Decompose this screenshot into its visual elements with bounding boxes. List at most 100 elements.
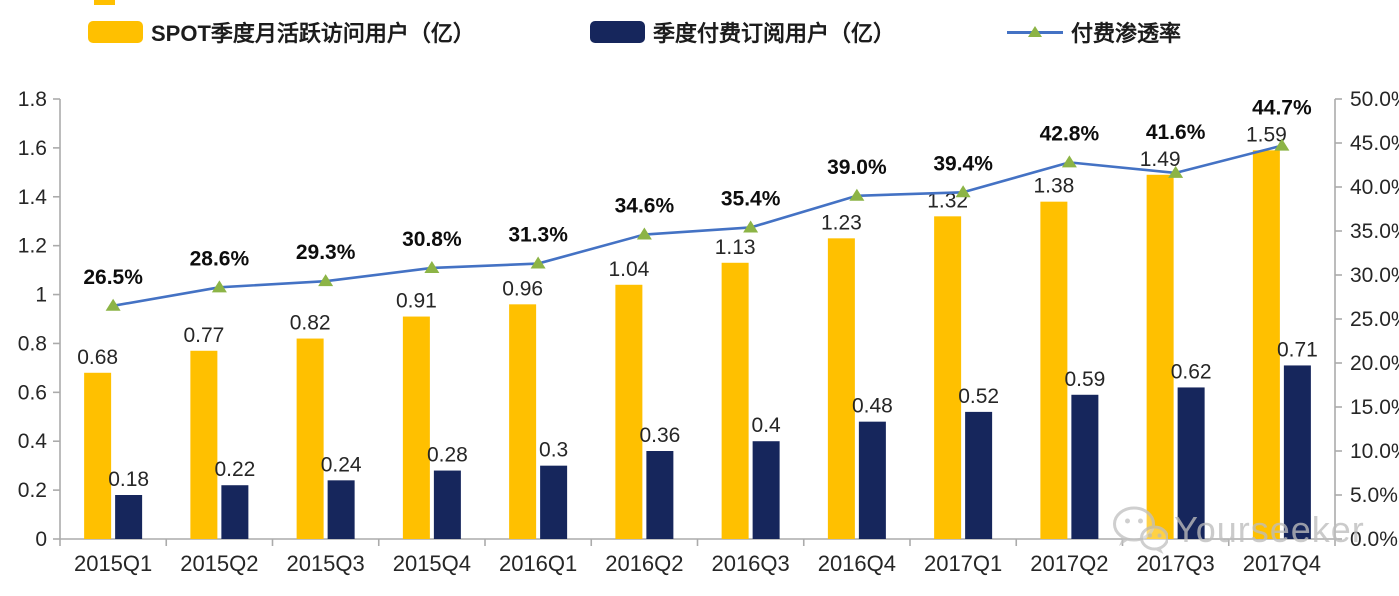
bar-label-mau-2017Q2: 1.38 <box>1033 175 1074 198</box>
bar-label-subscribers-2015Q4: 0.28 <box>427 444 468 467</box>
legend-label-subscribers: 季度付费订阅用户（亿） <box>653 21 896 46</box>
pct-label-2017Q4: 44.7% <box>1252 96 1312 119</box>
line-marker-2015Q1 <box>105 298 121 311</box>
legend-swatch-subscribers <box>590 21 645 43</box>
left-axis-tick-label: 0.2 <box>18 479 47 502</box>
bar-mau-2016Q3 <box>721 262 749 539</box>
bar-subscribers-2015Q4 <box>433 470 461 539</box>
bar-subscribers-2015Q1 <box>115 495 143 539</box>
bar-subscribers-2017Q3 <box>1177 387 1205 539</box>
legend-item-mau: SPOT季度月活跃访问用户（亿） <box>88 16 475 48</box>
x-axis-label-2016Q3: 2016Q3 <box>711 551 789 576</box>
line-marker-2017Q1 <box>955 185 971 198</box>
bar-mau-2016Q1 <box>509 304 537 539</box>
line-marker-2015Q2 <box>211 280 227 293</box>
line-marker-2017Q3 <box>1168 165 1184 178</box>
right-axis-tick-label: 5.0% <box>1350 484 1398 507</box>
left-axis-tick-label: 1 <box>35 284 47 307</box>
right-axis-tick-label: 15.0% <box>1350 396 1399 419</box>
line-marker-2016Q4 <box>849 188 865 201</box>
bar-label-subscribers-2017Q3: 0.62 <box>1171 360 1212 383</box>
left-axis-tick-label: 0.8 <box>18 332 47 355</box>
right-axis-tick-label: 0.0% <box>1350 528 1398 551</box>
bar-label-mau-2015Q4: 0.91 <box>396 290 437 313</box>
x-axis-label-2015Q2: 2015Q2 <box>180 551 258 576</box>
bar-mau-2017Q3 <box>1146 174 1174 539</box>
right-axis-tick-label: 45.0% <box>1350 132 1399 155</box>
line-marker-2015Q3 <box>318 274 334 287</box>
bar-label-subscribers-2017Q4: 0.71 <box>1277 338 1318 361</box>
bar-mau-2016Q2 <box>615 284 643 539</box>
bar-label-subscribers-2016Q1: 0.3 <box>539 439 568 462</box>
line-marker-2016Q2 <box>636 227 652 240</box>
bar-label-mau-2017Q4: 1.59 <box>1246 123 1287 146</box>
x-axis-label-2016Q4: 2016Q4 <box>818 551 896 576</box>
bar-label-subscribers-2016Q2: 0.36 <box>639 424 680 447</box>
bar-label-mau-2015Q1: 0.68 <box>77 346 118 369</box>
x-axis-label-2015Q1: 2015Q1 <box>74 551 152 576</box>
bar-label-subscribers-2015Q3: 0.24 <box>321 453 362 476</box>
left-axis-tick-label: 0.6 <box>18 381 47 404</box>
x-axis-label-2017Q3: 2017Q3 <box>1136 551 1214 576</box>
x-axis-label-2017Q1: 2017Q1 <box>924 551 1002 576</box>
bar-label-mau-2016Q2: 1.04 <box>608 258 649 281</box>
bar-mau-2015Q2 <box>190 350 218 539</box>
bar-subscribers-2016Q1 <box>540 465 568 539</box>
right-axis-tick-label: 10.0% <box>1350 440 1399 463</box>
right-axis-tick-label: 20.0% <box>1350 352 1399 375</box>
legend-triangle-marker-icon <box>1028 26 1042 37</box>
bar-subscribers-2017Q1 <box>965 411 993 539</box>
right-axis-tick-label: 50.0% <box>1350 88 1399 111</box>
top-edge-artifact <box>94 0 115 5</box>
x-axis-label-2016Q1: 2016Q1 <box>499 551 577 576</box>
bar-label-subscribers-2015Q2: 0.22 <box>214 458 255 481</box>
pct-label-2016Q3: 35.4% <box>721 187 781 210</box>
pct-label-2015Q4: 30.8% <box>402 228 462 251</box>
x-axis-label-2015Q4: 2015Q4 <box>393 551 471 576</box>
pct-label-2017Q2: 42.8% <box>1040 122 1100 145</box>
pct-label-2015Q1: 26.5% <box>83 266 143 289</box>
bar-mau-2015Q1 <box>84 372 112 539</box>
bar-subscribers-2015Q2 <box>221 485 249 539</box>
line-marker-2017Q4 <box>1274 138 1290 151</box>
bar-mau-2015Q3 <box>296 338 324 539</box>
bar-label-mau-2017Q3: 1.49 <box>1140 148 1181 171</box>
bar-subscribers-2016Q3 <box>752 441 780 539</box>
legend-item-penetration: 付费渗透率 <box>1007 16 1181 48</box>
bar-subscribers-2017Q4 <box>1283 365 1311 539</box>
bar-subscribers-2015Q3 <box>327 480 355 539</box>
legend-line-marker-sample <box>1007 25 1063 39</box>
line-marker-2016Q1 <box>530 256 546 269</box>
legend-label-mau: SPOT季度月活跃访问用户（亿） <box>151 21 475 46</box>
pct-label-2017Q3: 41.6% <box>1146 121 1206 144</box>
left-axis-tick-label: 1.8 <box>18 88 47 111</box>
x-axis-label-2017Q2: 2017Q2 <box>1030 551 1108 576</box>
pct-label-2016Q1: 31.3% <box>508 224 568 247</box>
bar-label-subscribers-2016Q3: 0.4 <box>752 414 782 437</box>
bar-mau-2015Q4 <box>402 316 430 539</box>
line-marker-2016Q3 <box>743 220 759 233</box>
left-axis-tick-label: 1.4 <box>18 186 48 209</box>
bar-mau-2017Q1 <box>934 216 962 540</box>
pct-label-2015Q3: 29.3% <box>296 241 356 264</box>
bar-label-mau-2016Q3: 1.13 <box>715 236 756 259</box>
legend-item-subscribers: 季度付费订阅用户（亿） <box>590 16 895 48</box>
legend-label-penetration: 付费渗透率 <box>1071 21 1182 46</box>
pct-label-2016Q4: 39.0% <box>827 156 887 179</box>
right-axis-tick-label: 25.0% <box>1350 308 1399 331</box>
left-axis-tick-label: 0 <box>35 528 47 551</box>
line-marker-2017Q2 <box>1061 155 1077 168</box>
right-axis-tick-label: 35.0% <box>1350 220 1399 243</box>
left-axis-tick-label: 1.6 <box>18 137 47 160</box>
bar-label-mau-2016Q4: 1.23 <box>821 211 862 234</box>
bar-label-subscribers-2016Q4: 0.48 <box>852 395 893 418</box>
bar-subscribers-2016Q4 <box>858 421 886 539</box>
bar-mau-2017Q2 <box>1040 201 1068 539</box>
bar-label-mau-2016Q1: 0.96 <box>502 277 543 300</box>
x-axis-label-2015Q3: 2015Q3 <box>286 551 364 576</box>
bar-label-mau-2015Q2: 0.77 <box>183 324 224 347</box>
right-axis-tick-label: 40.0% <box>1350 176 1399 199</box>
bar-label-subscribers-2015Q1: 0.18 <box>108 468 149 491</box>
